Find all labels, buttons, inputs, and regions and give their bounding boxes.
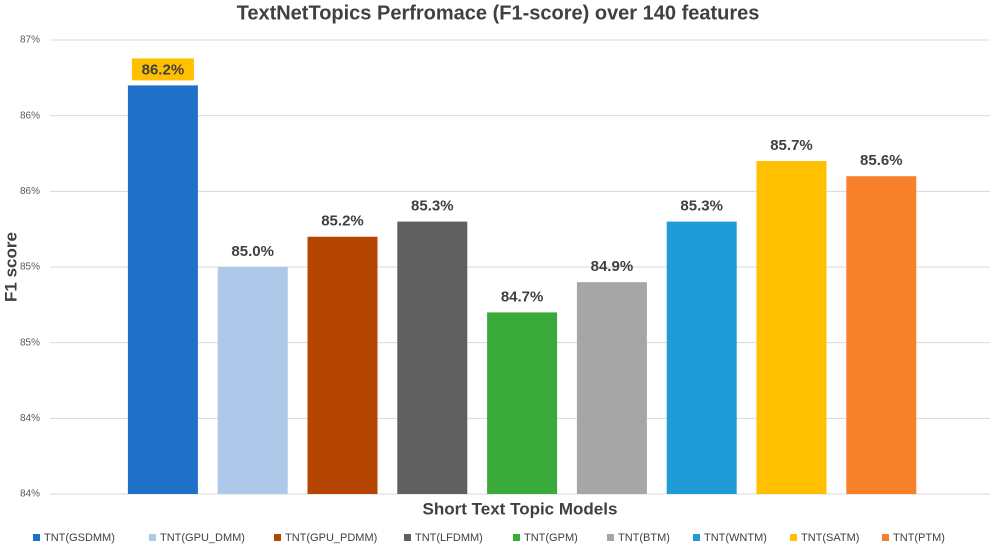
legend-label: TNT(GPU_DMM) — [160, 532, 245, 544]
legend-swatch — [33, 534, 40, 541]
value-label: 85.6% — [860, 152, 903, 169]
bar — [127, 85, 198, 495]
value-label: 85.2% — [321, 213, 364, 230]
legend-swatch — [274, 534, 281, 541]
legend-label: TNT(SATM) — [801, 532, 859, 544]
bar — [756, 161, 827, 495]
x-axis-title: Short Text Topic Models — [423, 499, 618, 518]
legend-swatch — [790, 534, 797, 541]
legend-swatch — [513, 534, 520, 541]
legend-swatch — [149, 534, 156, 541]
bar — [666, 221, 737, 494]
legend-swatch — [882, 534, 889, 541]
value-label: 85.7% — [770, 137, 813, 154]
y-tick-label: 85% — [20, 337, 40, 348]
legend-label: TNT(GPU_PDMM) — [285, 532, 377, 544]
value-label: 86.2% — [142, 61, 185, 78]
value-label: 85.3% — [680, 198, 723, 215]
bar — [576, 282, 647, 494]
y-tick-label: 84% — [20, 489, 40, 500]
value-label: 84.9% — [591, 258, 634, 275]
legend-label: TNT(GPM) — [524, 532, 578, 544]
bar — [487, 312, 558, 494]
legend-swatch — [693, 534, 700, 541]
value-label: 85.0% — [231, 243, 274, 260]
legend-label: TNT(GSDMM) — [44, 532, 115, 544]
y-tick-label: 87% — [20, 35, 40, 46]
legend-label: TNT(BTM) — [618, 532, 670, 544]
legend-swatch — [607, 534, 614, 541]
bar — [217, 267, 288, 494]
value-label: 85.3% — [411, 198, 454, 215]
bar — [307, 236, 378, 494]
legend-label: TNT(WNTM) — [704, 532, 767, 544]
value-label: 84.7% — [501, 288, 544, 305]
y-tick-label: 85% — [20, 262, 40, 273]
chart-title: TextNetTopics Perfromace (F1-score) over… — [237, 2, 760, 24]
y-tick-label: 86% — [20, 110, 40, 121]
legend-swatch — [404, 534, 411, 541]
value-label-highlight — [131, 58, 194, 81]
bar — [397, 221, 468, 494]
bar — [846, 176, 917, 494]
y-tick-label: 86% — [20, 186, 40, 197]
y-tick-label: 84% — [20, 413, 40, 424]
y-axis-title: F1 score — [1, 232, 20, 302]
legend-label: TNT(PTM) — [893, 532, 945, 544]
legend-label: TNT(LFDMM) — [415, 532, 483, 544]
